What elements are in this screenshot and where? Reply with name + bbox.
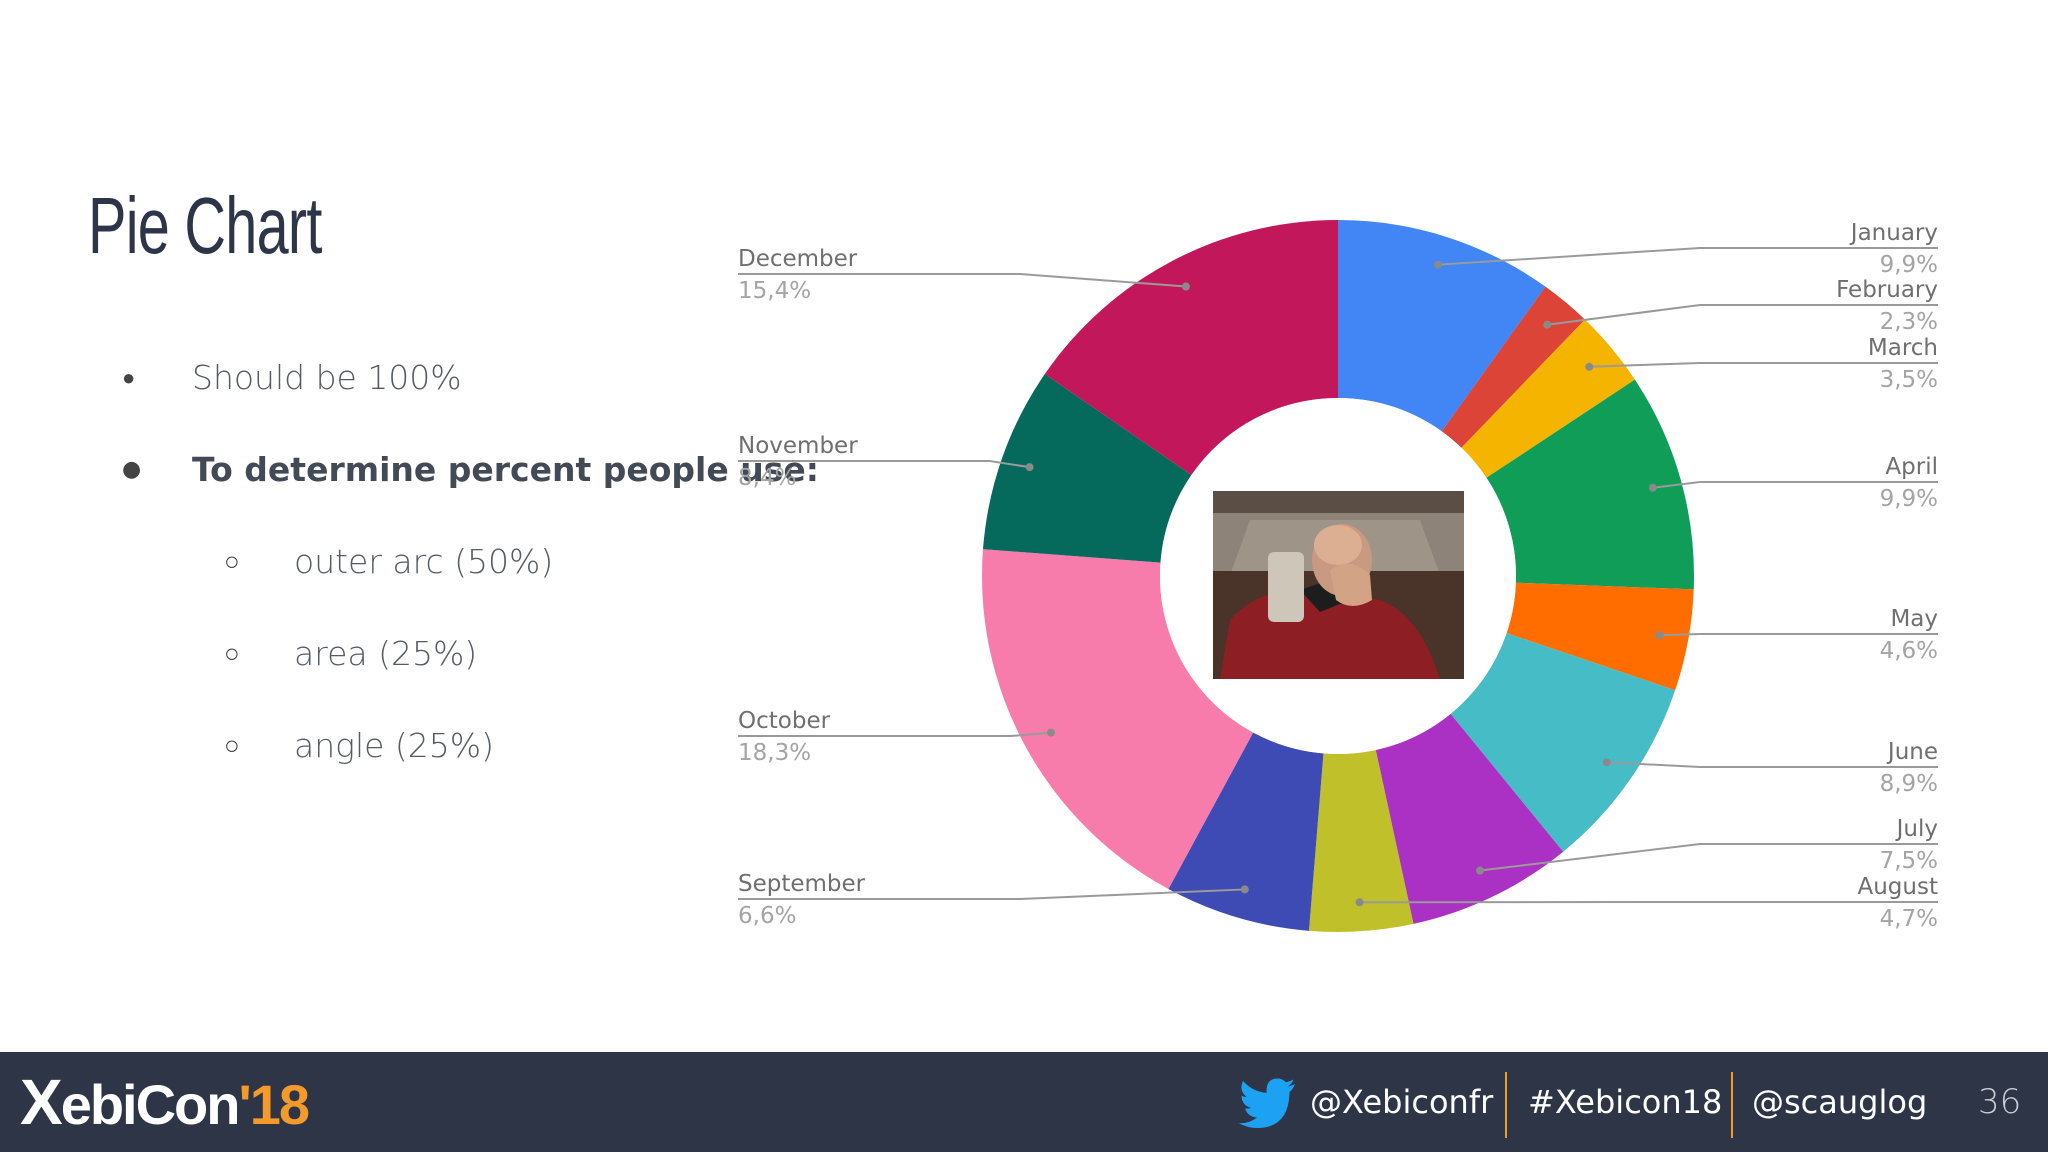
slice-label-january: January bbox=[1849, 220, 1938, 246]
slice-value-july: 7,5% bbox=[1880, 848, 1938, 874]
slice-value-december: 15,4% bbox=[738, 278, 811, 304]
slice-label-december: December bbox=[738, 246, 858, 272]
slice-label-august: August bbox=[1858, 874, 1939, 900]
bullet-item: ○ angle (25%) bbox=[0, 726, 494, 765]
leader-line-july bbox=[1479, 843, 1938, 872]
speaker-handle: @scauglog bbox=[1752, 1083, 1928, 1121]
facepalm-photo bbox=[1213, 491, 1464, 679]
bullet-text: To determine percent people use: bbox=[192, 450, 819, 489]
bullet-item: ● Should be 100% bbox=[0, 358, 462, 397]
slice-value-october: 18,3% bbox=[738, 740, 811, 766]
slice-label-april: April bbox=[1885, 454, 1938, 480]
slice-label-march: March bbox=[1868, 335, 1938, 361]
footer-bar: XebiCon'18 @Xebiconfr #Xebicon18 @scaugl… bbox=[0, 1052, 2048, 1152]
slice-label-november: November bbox=[738, 433, 858, 459]
slice-value-september: 6,6% bbox=[738, 903, 796, 929]
slice-april bbox=[1486, 379, 1694, 590]
twitter-icon bbox=[1238, 1078, 1295, 1128]
leader-line-january bbox=[1438, 247, 1938, 266]
leader-line-june bbox=[1606, 761, 1938, 768]
leader-line-december bbox=[738, 273, 1186, 288]
leader-dot-december bbox=[1181, 282, 1190, 291]
slice-label-september: September bbox=[738, 871, 866, 897]
slice-december bbox=[1044, 220, 1338, 476]
slice-value-november: 8,4% bbox=[738, 465, 796, 491]
bullet-text: area (25%) bbox=[294, 634, 478, 673]
bullet-circle-icon: ○ bbox=[224, 547, 240, 577]
leader-dot-october bbox=[1046, 728, 1055, 737]
footer-separator bbox=[1731, 1072, 1733, 1138]
chart-labels: January9,9%February2,3%March3,5%April9,9… bbox=[738, 220, 1938, 932]
slice-july bbox=[1375, 713, 1564, 924]
bullet-item: ○ area (25%) bbox=[0, 634, 477, 673]
logo-text: ebiCon bbox=[60, 1073, 241, 1136]
slice-value-may: 4,6% bbox=[1880, 638, 1938, 664]
leader-line-march bbox=[1589, 362, 1938, 368]
slice-october bbox=[982, 549, 1254, 890]
slice-label-may: May bbox=[1890, 606, 1938, 632]
slice-value-june: 8,9% bbox=[1880, 771, 1938, 797]
bullet-item: ● To determine percent people use: bbox=[0, 450, 819, 489]
slice-september bbox=[1168, 732, 1324, 931]
slice-august bbox=[1308, 749, 1414, 933]
slice-value-february: 2,3% bbox=[1880, 309, 1938, 335]
leader-line-october bbox=[738, 731, 1052, 737]
logo-x: X bbox=[20, 1066, 63, 1138]
leader-dot-february bbox=[1543, 320, 1552, 329]
bullet-text: Should be 100% bbox=[192, 358, 462, 397]
page-number: 36 bbox=[1978, 1082, 2022, 1122]
leader-line-november bbox=[738, 460, 1030, 469]
slice-value-august: 4,7% bbox=[1880, 906, 1938, 932]
footer-separator bbox=[1505, 1072, 1507, 1138]
slide-title: Pie Chart bbox=[88, 181, 322, 270]
bullet-dot-icon: ● bbox=[122, 365, 136, 391]
leader-dot-november bbox=[1025, 463, 1034, 472]
logo-year: '18 bbox=[238, 1073, 310, 1136]
leader-dot-january bbox=[1434, 260, 1443, 269]
leader-dot-august bbox=[1355, 898, 1364, 907]
slice-value-january: 9,9% bbox=[1880, 252, 1938, 278]
donut-chart: January9,9%February2,3%March3,5%April9,9… bbox=[738, 220, 1938, 933]
leader-dot-april bbox=[1648, 483, 1657, 492]
twitter-handle: @Xebiconfr bbox=[1310, 1083, 1494, 1121]
bullet-item: ○ outer arc (50%) bbox=[0, 542, 553, 581]
leader-line-february bbox=[1547, 304, 1938, 326]
slice-may bbox=[1506, 582, 1694, 691]
slice-january bbox=[1338, 220, 1546, 432]
leader-line-may bbox=[1659, 633, 1938, 637]
leader-line-april bbox=[1652, 481, 1938, 489]
slice-label-july: July bbox=[1895, 816, 1938, 842]
bullet-text: outer arc (50%) bbox=[294, 542, 554, 581]
slice-value-april: 9,9% bbox=[1880, 486, 1938, 512]
slice-label-october: October bbox=[738, 708, 831, 734]
hashtag: #Xebicon18 bbox=[1528, 1083, 1723, 1121]
chart-leader-lines bbox=[738, 247, 1938, 907]
bullet-circle-icon: ○ bbox=[224, 731, 240, 761]
leader-line-september bbox=[738, 888, 1245, 900]
slice-value-march: 3,5% bbox=[1880, 367, 1938, 393]
bullet-circle-icon: ○ bbox=[224, 639, 240, 669]
leader-dot-september bbox=[1240, 885, 1249, 894]
slice-march bbox=[1461, 319, 1635, 478]
leader-dot-july bbox=[1476, 866, 1485, 875]
xebicon-logo: XebiCon'18 bbox=[20, 1070, 310, 1135]
slice-label-february: February bbox=[1836, 277, 1938, 303]
slice-november bbox=[983, 374, 1192, 563]
bullet-text: angle (25%) bbox=[294, 726, 494, 765]
slice-june bbox=[1450, 633, 1676, 852]
leader-dot-may bbox=[1655, 631, 1664, 640]
slice-label-june: June bbox=[1886, 739, 1938, 765]
leader-dot-march bbox=[1585, 362, 1594, 371]
bullet-dot-icon: ● bbox=[122, 457, 142, 482]
leader-dot-june bbox=[1602, 758, 1611, 767]
